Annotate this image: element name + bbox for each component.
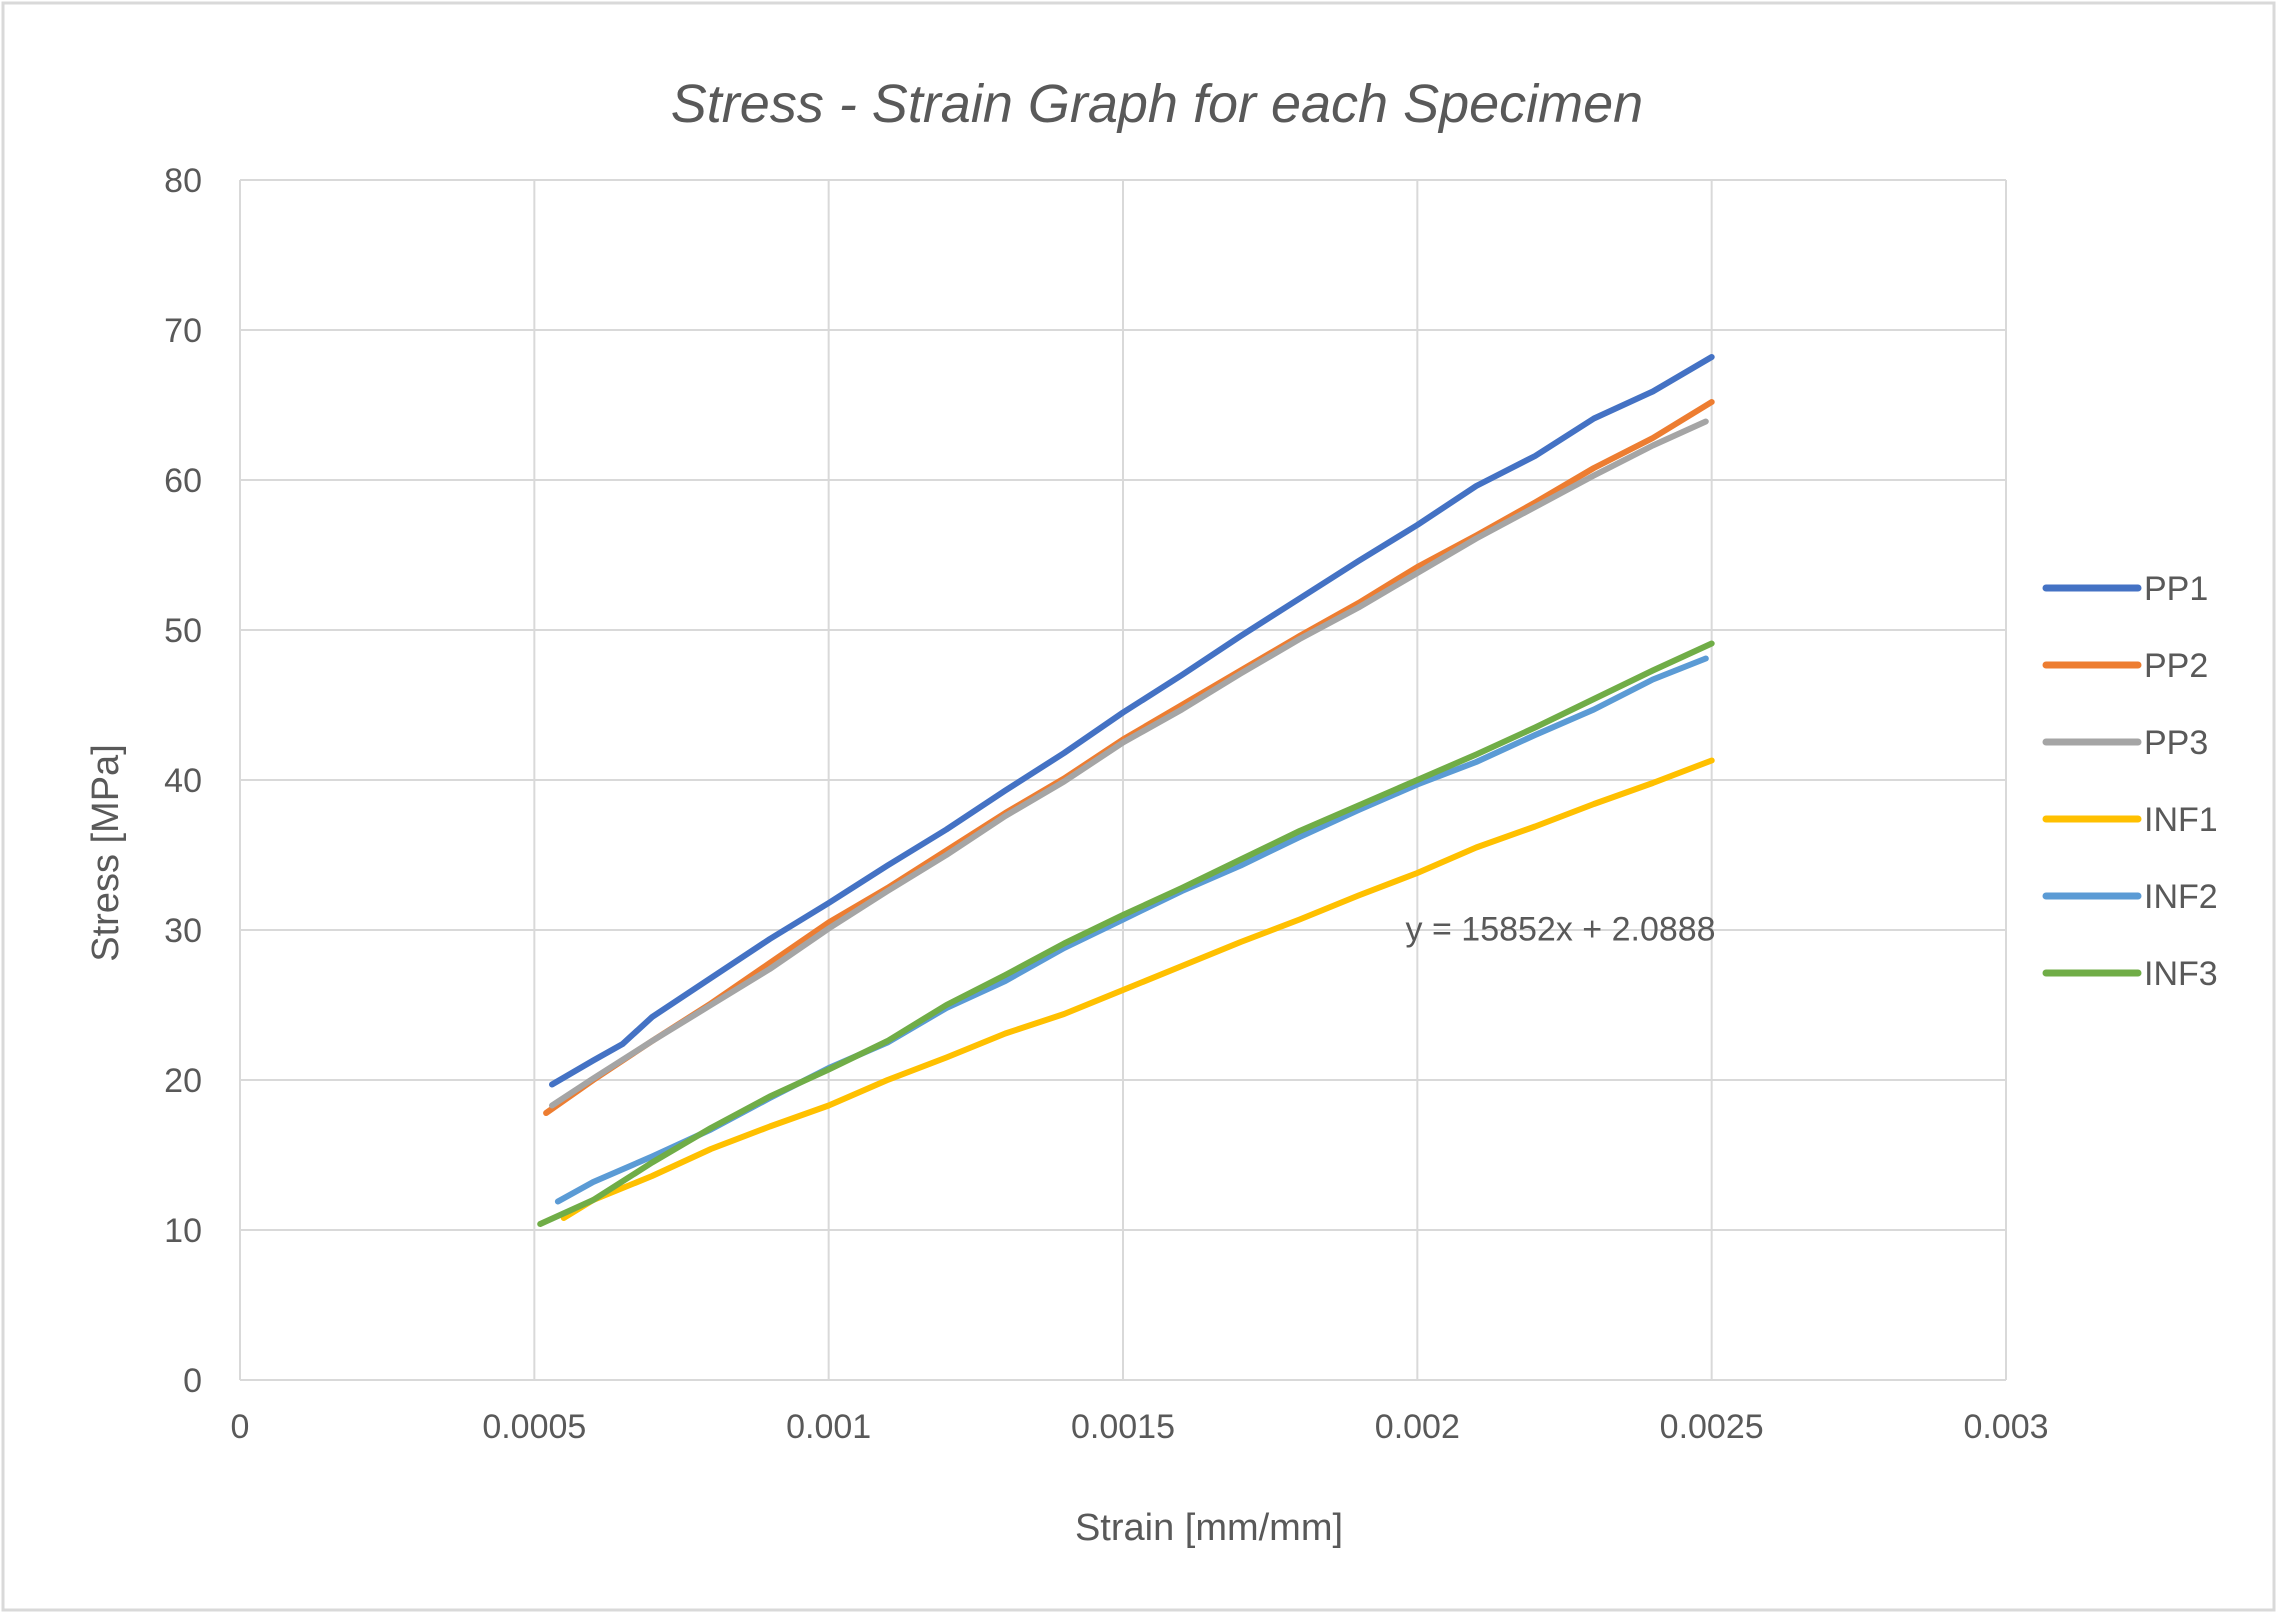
series-line-pp3 <box>549 418 1709 1109</box>
x-tick-label: 0.0015 <box>1071 1408 1175 1446</box>
legend-label-inf1: INF1 <box>2144 801 2218 839</box>
trendline-equation: y = 15852x + 2.0888 <box>1406 911 1716 949</box>
y-tick-label: 10 <box>164 1212 202 1250</box>
x-tick-label: 0.0025 <box>1660 1408 1764 1446</box>
legend-label-inf2: INF2 <box>2144 878 2218 916</box>
legend-label-pp1: PP1 <box>2144 570 2208 608</box>
y-axis-title: Stress [MPa] <box>85 744 127 962</box>
x-tick-label: 0.003 <box>1963 1408 2048 1446</box>
y-tick-label: 50 <box>164 612 202 650</box>
y-tick-label: 20 <box>164 1062 202 1100</box>
data-series <box>537 354 1715 1227</box>
chart-title: Stress - Strain Graph for each Specimen <box>671 74 1643 134</box>
series-line-pp1 <box>549 354 1715 1088</box>
y-tick-label: 0 <box>183 1362 202 1400</box>
x-tick-label: 0.001 <box>786 1408 871 1446</box>
series-line-inf3 <box>537 640 1715 1227</box>
legend: PP1 PP2 PP3 INF1 INF2 INF3 <box>2042 570 2218 993</box>
x-axis-ticks: 0 0.0005 0.001 0.0015 0.002 0.0025 0.003 <box>231 1408 2049 1446</box>
y-tick-label: 80 <box>164 162 202 200</box>
legend-label-inf3: INF3 <box>2144 955 2218 993</box>
legend-label-pp3: PP3 <box>2144 724 2208 762</box>
x-axis-title: Strain [mm/mm] <box>1075 1507 1343 1549</box>
series-line-inf1 <box>560 757 1715 1221</box>
y-tick-label: 70 <box>164 312 202 350</box>
y-tick-label: 60 <box>164 462 202 500</box>
y-tick-label: 30 <box>164 912 202 950</box>
y-tick-label: 40 <box>164 762 202 800</box>
x-tick-label: 0.002 <box>1375 1408 1460 1446</box>
y-axis-ticks: 0 10 20 30 40 50 60 70 80 <box>164 162 202 1400</box>
x-tick-label: 0 <box>231 1408 250 1446</box>
legend-label-pp2: PP2 <box>2144 647 2208 685</box>
x-tick-label: 0.0005 <box>482 1408 586 1446</box>
annotations: y = 15852x + 2.0888 <box>1406 911 1716 949</box>
